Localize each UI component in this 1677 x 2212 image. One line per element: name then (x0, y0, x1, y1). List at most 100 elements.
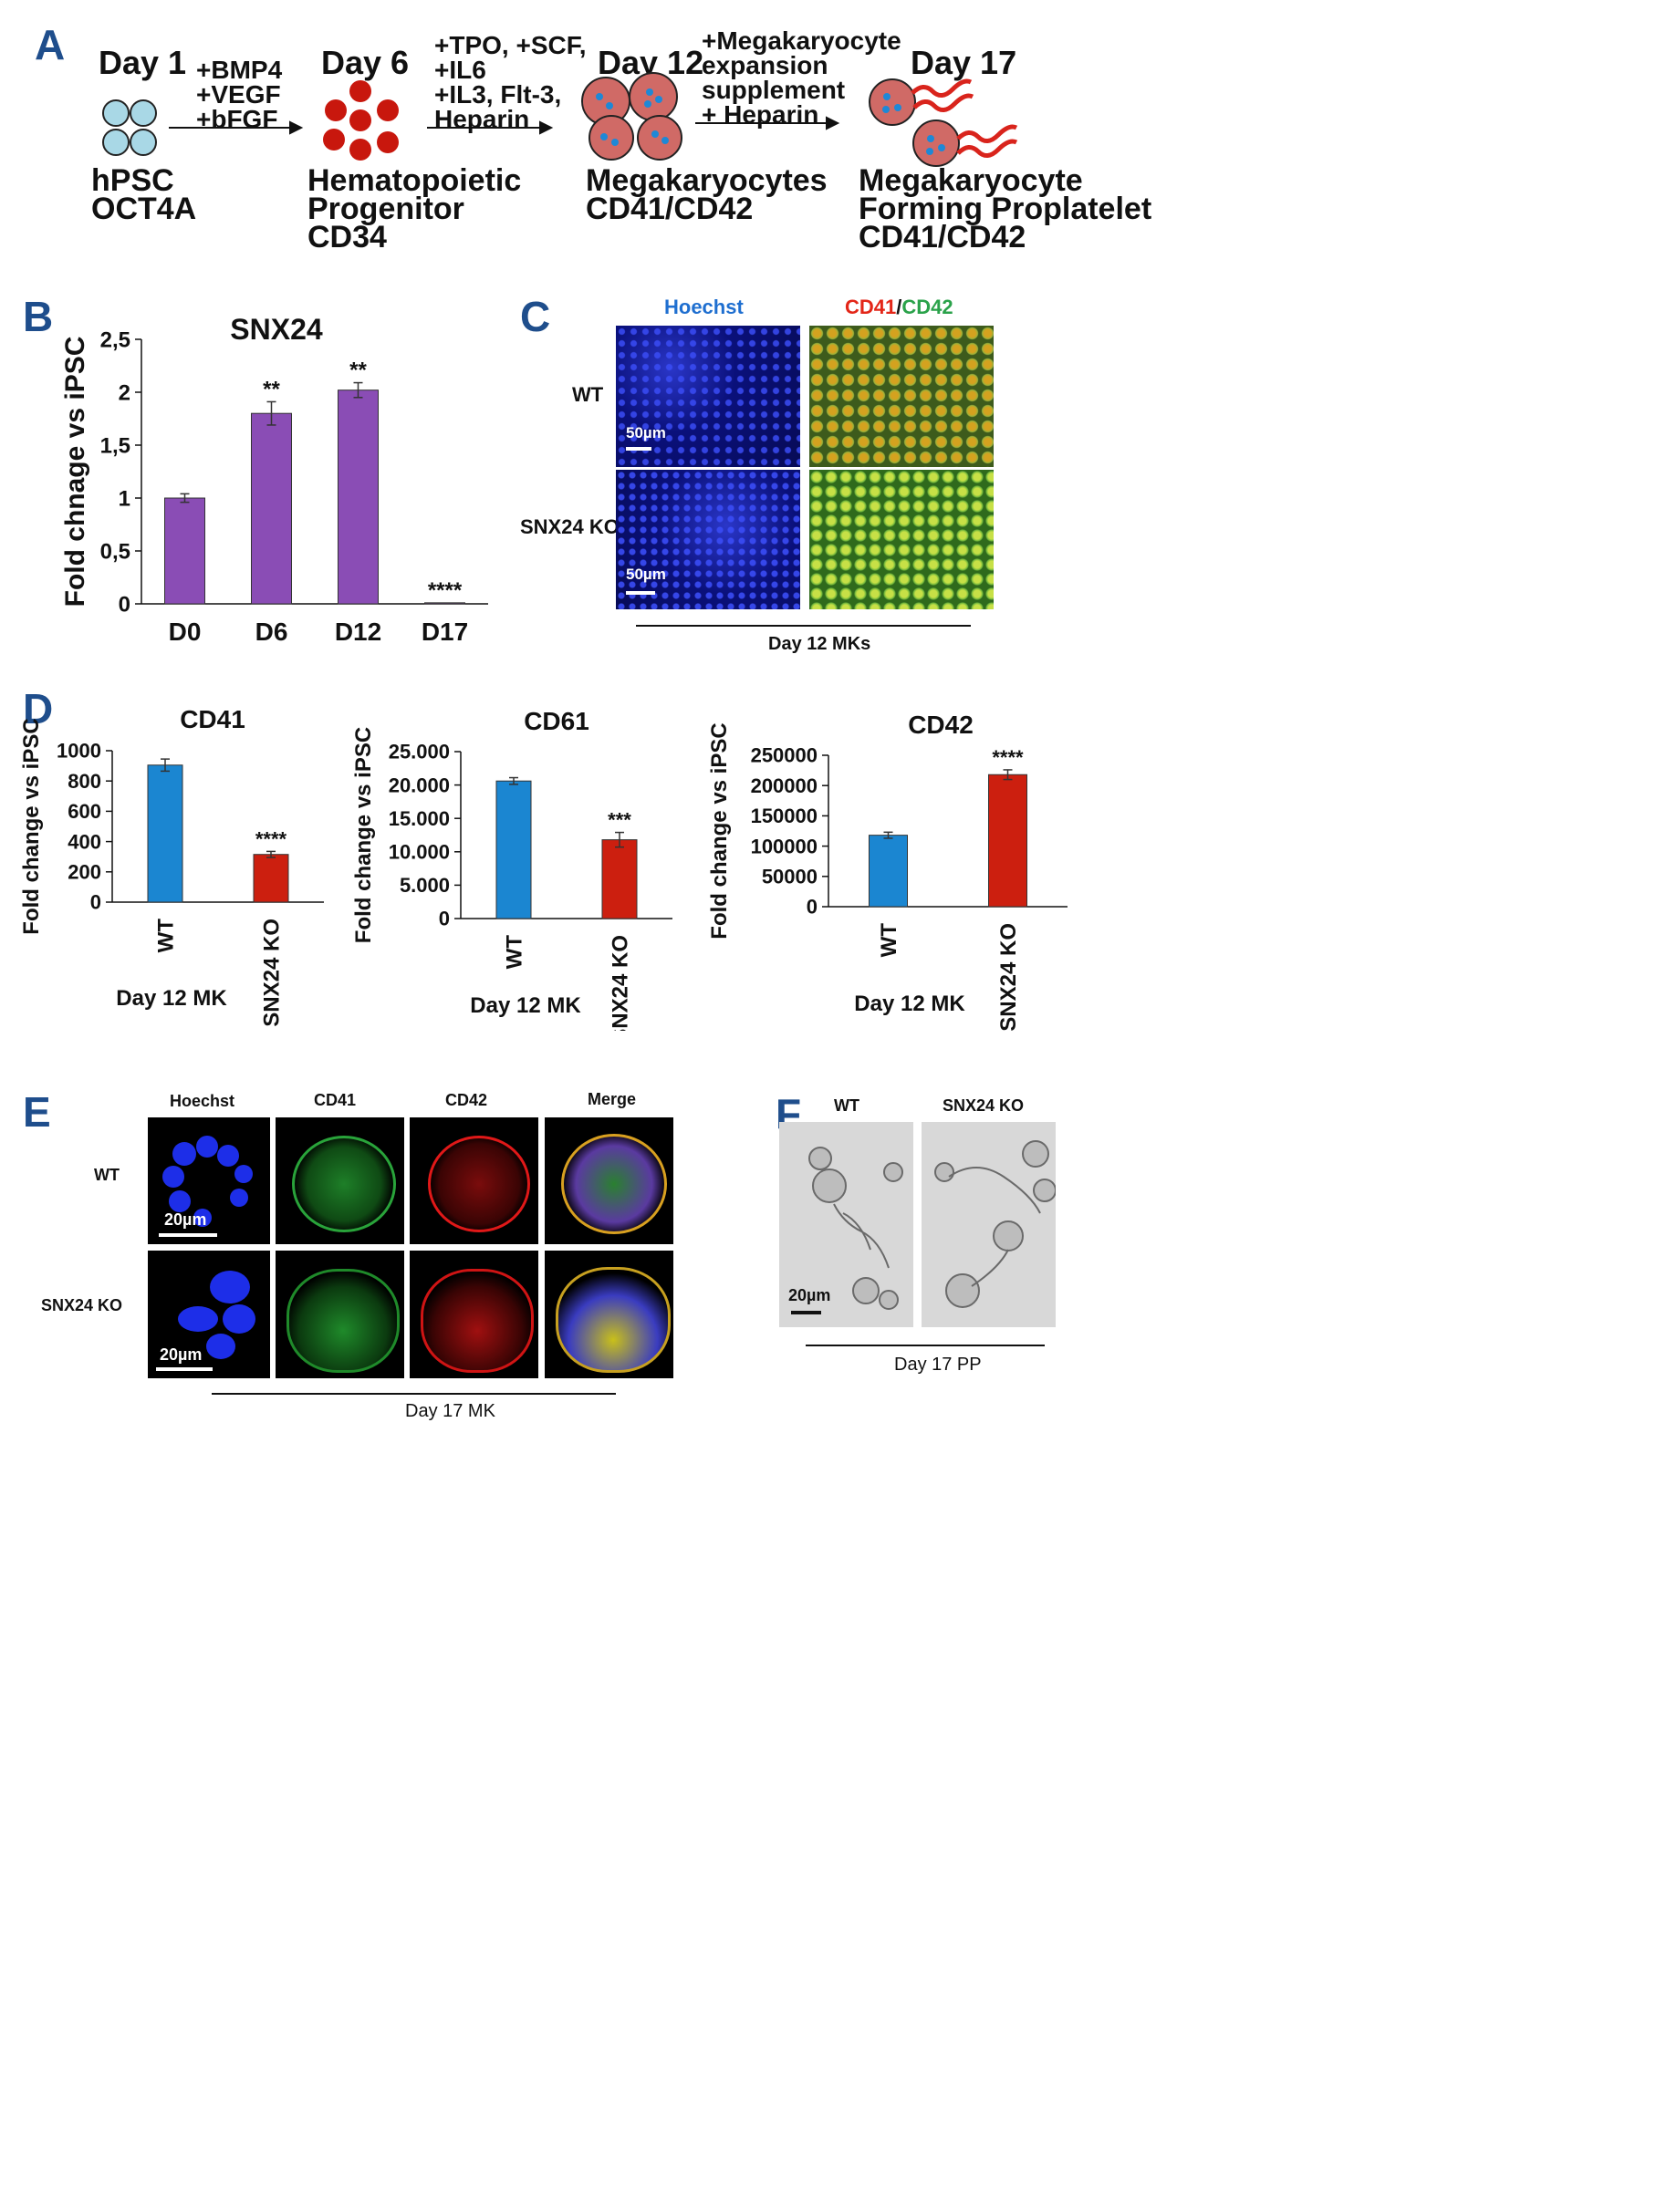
panel-a-cells-and-arrows (102, 72, 1018, 167)
cd41-label: CD41 (845, 296, 897, 318)
y-tick-label: 250000 (751, 744, 818, 767)
arrow-1-line-3: +bFGF (196, 105, 278, 133)
cd42-bar-chart: CD42 0 50000 100000 150000 200000 250000 Fold c… (707, 711, 1068, 1031)
y-tick-label: 20.000 (389, 774, 450, 796)
panel-e-footer-line (212, 1393, 616, 1395)
panel-label-b: B (23, 293, 54, 340)
stage-1-label-2: OCT4A (91, 192, 197, 226)
c-wt-scalebar-label: 50µm (626, 424, 666, 441)
hpsc-cells (102, 99, 157, 156)
y-tick-label: 10.000 (389, 841, 450, 864)
stage-4-day: Day 17 (911, 44, 1017, 81)
f-wt-brightfield-image (779, 1122, 913, 1327)
bar (601, 839, 638, 919)
arrow-3-line-4: + Heparin (702, 100, 819, 129)
panel-f-col-wt: WT (834, 1096, 859, 1115)
panel-e-row-wt: WT (94, 1166, 120, 1184)
c-ko-hoechst-image (616, 470, 800, 609)
bar (251, 412, 292, 605)
panel-label-c: C (520, 293, 551, 340)
panel-label-e: E (23, 1088, 51, 1136)
arrow-2-line-4: Heparin (434, 105, 530, 133)
y-tick-label: 150000 (751, 805, 818, 827)
proplatelet-cells (869, 78, 1018, 167)
stage-2-label-2: Progenitor (307, 192, 464, 226)
arrow-3-line-1: +Megakaryocyte (702, 26, 901, 55)
y-tick-label: 1000 (57, 740, 101, 763)
y-tick-label: 25.000 (389, 741, 450, 763)
e-ko-scalebar (156, 1367, 213, 1371)
stage-4-label-3: CD41/CD42 (859, 220, 1026, 254)
significance-label: **** (255, 827, 287, 850)
x-axis-label: Day 12 MK (470, 993, 581, 1018)
panel-c-row-wt: WT (572, 383, 604, 406)
panel-label-d: D (23, 685, 54, 732)
chart-title: CD42 (908, 711, 974, 739)
bar (424, 602, 465, 605)
y-tick-label: 1,5 (100, 433, 130, 458)
panel-e-col-merge: Merge (588, 1090, 637, 1108)
c-ko-cd41-cd42-image (809, 470, 994, 609)
panel-e-row-snx24ko: SNX24 KO (41, 1296, 123, 1314)
megakaryocyte-cells (581, 72, 682, 161)
arrow-2-line-2: +IL6 (434, 56, 486, 84)
e-ko-hoechst-image (148, 1251, 270, 1378)
y-tick-label: 1 (119, 486, 130, 511)
panel-c-row-snx24ko: SNX24 KO (520, 515, 620, 538)
bar (147, 764, 183, 903)
stage-1-label-1: hPSC (91, 163, 174, 198)
x-category-label: SNX24 KO (608, 935, 632, 1031)
panel-e-footer: Day 17 MK (405, 1401, 495, 1421)
y-tick-label: 0,5 (100, 539, 130, 564)
y-tick-label: 400 (68, 830, 101, 853)
bar (495, 780, 532, 919)
panel-c-col-hoechst: Hoechst (664, 296, 744, 318)
y-tick-label: 200 (68, 861, 101, 884)
significance-label: **** (992, 746, 1024, 769)
x-category-label: D12 (335, 618, 381, 646)
stage-2-day: Day 6 (321, 44, 410, 81)
chart-title: CD61 (524, 707, 589, 735)
y-axis-label: Fold change vs iPSC (707, 722, 732, 939)
x-category-label: D6 (255, 618, 288, 646)
bar (869, 835, 908, 908)
x-category-label: D0 (169, 618, 202, 646)
stage-4-label: Megakaryocyte Forming Proplatelet CD41/C… (859, 165, 1151, 254)
e-wt-merge-image (545, 1117, 673, 1244)
stage-3-label-1: Megakaryocytes (586, 163, 828, 198)
y-tick-label: 0 (119, 592, 130, 617)
significance-label: ** (349, 358, 367, 383)
y-tick-label: 600 (68, 800, 101, 823)
cd61-bar-chart: CD61 0 5.000 10.000 15.000 20.000 25.000 Fold c… (351, 707, 672, 1031)
y-tick-label: 200000 (751, 774, 818, 797)
progenitor-cells (323, 80, 399, 161)
c-wt-cd41-cd42-image (809, 326, 994, 467)
y-tick-label: 50000 (762, 866, 818, 888)
panel-e-col-cd41: CD41 (314, 1091, 357, 1109)
stage-1-day: Day 1 (99, 44, 187, 81)
arrow-3-line-3: supplement (702, 76, 846, 104)
arrow-1-treatment: +BMP4 +VEGF +bFGF (196, 56, 283, 133)
y-tick-label: 5.000 (400, 874, 450, 897)
arrow-lines (169, 116, 840, 135)
y-tick-label: 100000 (751, 835, 818, 857)
c-wt-hoechst-image (616, 326, 800, 467)
e-ko-scalebar-label: 20µm (160, 1345, 203, 1364)
y-tick-label: 800 (68, 770, 101, 793)
chart-title: CD41 (180, 705, 245, 733)
arrow-3-treatment: +Megakaryocyte expansion supplement + He… (702, 26, 901, 129)
x-category-label: D17 (422, 618, 468, 646)
panel-c-footer: Day 12 MKs (768, 634, 871, 654)
e-wt-scalebar-label: 20µm (164, 1210, 207, 1229)
arrow-1-line-1: +BMP4 (196, 56, 283, 84)
y-tick-label: 2,5 (100, 327, 130, 352)
y-axis-label: Fold change vs iPSC (351, 727, 376, 943)
panel-e-col-hoechst: Hoechst (170, 1092, 235, 1110)
bar (988, 774, 1027, 908)
arrow-2-treatment: +TPO, +SCF, +IL6 +IL3, Flt-3, Heparin (434, 33, 587, 133)
panel-c-footer-line (636, 625, 971, 627)
y-tick-label: 0 (90, 891, 101, 914)
panel-f-footer-line (806, 1345, 1045, 1346)
stage-3-label: Megakaryocytes CD41/CD42 (586, 163, 828, 224)
bar (164, 497, 205, 605)
